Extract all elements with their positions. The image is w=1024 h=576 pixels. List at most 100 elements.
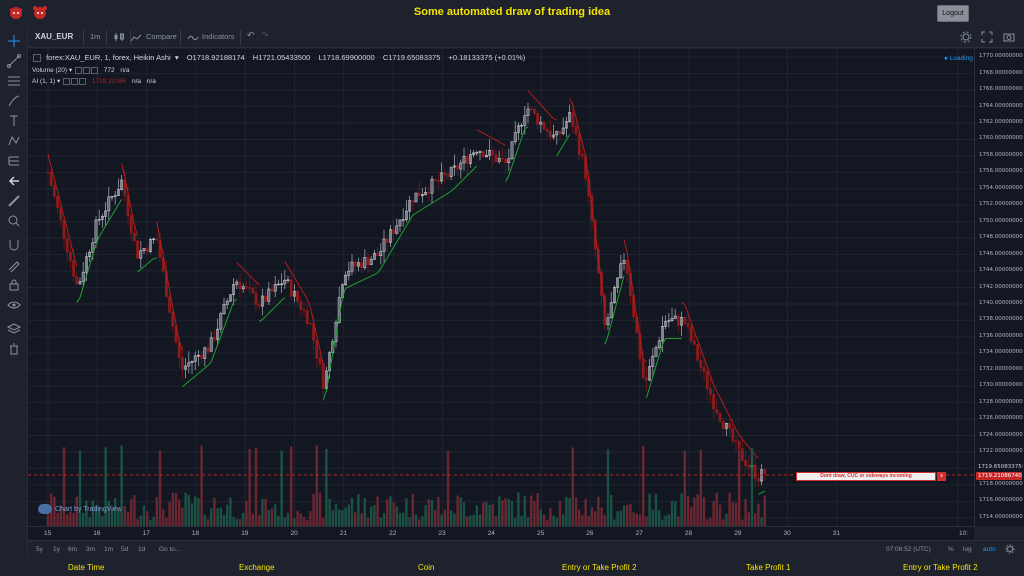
annotation-close-button[interactable]: x (937, 472, 946, 481)
range-6m[interactable]: 6m (68, 546, 78, 553)
trend-overlay (389, 246, 395, 253)
collapse-icon[interactable] (33, 54, 41, 63)
close-icon[interactable] (79, 77, 87, 85)
eye-icon[interactable] (63, 77, 71, 85)
chevron-down-icon[interactable]: ▾ (56, 78, 61, 85)
chevron-down-icon[interactable]: ▾ (174, 53, 179, 62)
trend-overlay (175, 324, 180, 342)
chevron-down-icon[interactable]: ▾ (68, 67, 73, 74)
candle (500, 157, 504, 160)
lock-icon[interactable] (6, 277, 22, 293)
symbol-search[interactable]: XAU_EUR (35, 32, 74, 41)
volume-bar (277, 515, 280, 526)
time-tick-label: 18 (191, 530, 200, 537)
tradingview-watermark[interactable]: Chart by TradingView (38, 504, 122, 514)
text-icon[interactable] (6, 113, 22, 129)
chart-pane[interactable] (28, 49, 974, 526)
volume-bar (664, 515, 667, 526)
range-5y[interactable]: 5y (36, 546, 43, 553)
fib-icon[interactable] (6, 73, 22, 89)
volume-bar (501, 500, 504, 526)
brush-icon[interactable] (6, 93, 22, 109)
trend-overlay (607, 323, 612, 336)
candle (283, 279, 287, 285)
auto-toggle[interactable]: auto (983, 546, 996, 553)
pattern-icon[interactable] (6, 133, 22, 149)
trash-icon[interactable] (6, 341, 22, 357)
fullscreen-icon[interactable] (981, 31, 993, 43)
annotation-label[interactable]: Dont draw, CUC or sideways incoming (796, 472, 936, 481)
range-3m[interactable]: 3m (86, 546, 96, 553)
log-toggle[interactable]: log (963, 546, 972, 553)
trend-overlay (690, 322, 695, 332)
price-tick-label: 1738.00000000 (979, 316, 1023, 323)
settings-icon[interactable] (71, 77, 79, 85)
gear-icon[interactable] (1005, 544, 1015, 554)
undo-icon[interactable]: ↶ (247, 30, 255, 40)
logout-button[interactable]: Logout (937, 5, 969, 22)
layers-icon[interactable] (6, 321, 22, 337)
volume-bar (216, 508, 219, 526)
pencil-lock-icon[interactable] (6, 257, 22, 273)
candle (187, 362, 191, 367)
prediction-icon[interactable] (6, 153, 22, 169)
settings-icon[interactable] (82, 66, 90, 74)
trend-overlay (146, 260, 151, 265)
volume-bar (274, 504, 277, 526)
settings-icon[interactable] (960, 31, 972, 43)
candle (494, 154, 498, 162)
close-icon[interactable] (90, 66, 98, 74)
trend-overlay (287, 266, 292, 273)
candle (107, 196, 111, 212)
time-axis[interactable]: 15 16 17 18 19 20 21 22 23 24 25 26 27 28 29 30 31 10: (28, 526, 974, 540)
range-1d[interactable]: 1d (138, 546, 146, 553)
candle (561, 127, 565, 134)
volume-bar (539, 509, 542, 526)
crosshair-icon[interactable] (6, 33, 22, 49)
range-1m[interactable]: 1m (104, 546, 114, 553)
magnet-icon[interactable] (6, 237, 22, 253)
compare-button[interactable]: Compare (146, 32, 177, 41)
trend-overlay (604, 335, 609, 345)
interval-selector[interactable]: 1m (90, 32, 101, 41)
trend-overlay (559, 144, 564, 151)
volume-label[interactable]: Volume (20) (32, 67, 68, 74)
ai-label[interactable]: AI (1, 1) (32, 78, 56, 85)
candle (229, 294, 232, 302)
candle (251, 288, 255, 294)
volume-bar (296, 510, 299, 526)
eye-icon[interactable] (6, 297, 22, 313)
clock[interactable]: 07:06:52 (UTC) (886, 546, 931, 553)
indicators-button[interactable]: Indicators (202, 32, 235, 41)
eye-icon[interactable] (74, 66, 82, 74)
volume-bar (565, 497, 568, 526)
volume-bar (635, 513, 638, 526)
candle (548, 130, 552, 138)
redo-icon[interactable]: ↷ (261, 30, 269, 40)
trend-overlay (399, 230, 404, 237)
candles-icon[interactable] (113, 32, 125, 42)
ruler-icon[interactable] (6, 193, 22, 209)
arrow-left-icon[interactable] (6, 173, 22, 189)
price-axis[interactable]: 1770.00000000 1768.00000000 1766.00000000 1… (974, 49, 1024, 526)
camera-icon[interactable] (1003, 31, 1015, 43)
trend-line-icon[interactable] (6, 53, 22, 69)
trend-overlay (402, 225, 407, 232)
candle (619, 263, 623, 279)
percent-toggle[interactable]: % (948, 546, 954, 553)
trend-overlay (681, 301, 686, 306)
volume-bar (427, 499, 430, 526)
trend-overlay (597, 257, 603, 283)
range-1y[interactable]: 1y (53, 546, 60, 553)
time-tick-label: 21 (339, 530, 348, 537)
range-5d[interactable]: 5d (121, 546, 129, 553)
zoom-icon[interactable] (6, 213, 22, 229)
volume-bar (232, 516, 235, 526)
price-chart[interactable] (28, 49, 974, 526)
goto-button[interactable]: Go to... (159, 546, 181, 553)
candle (510, 141, 514, 160)
price-tick-label: 1722.00000000 (979, 447, 1023, 454)
candle (382, 238, 386, 252)
volume-bar (491, 504, 494, 526)
candle (129, 215, 133, 234)
